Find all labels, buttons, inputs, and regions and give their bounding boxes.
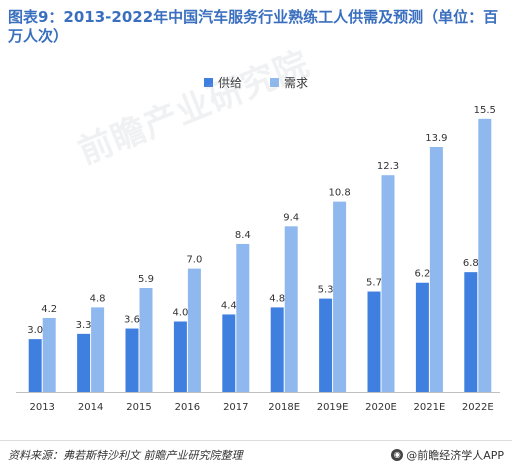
- x-tick-label-2020E: 2020E: [365, 402, 397, 413]
- bar-supply-2022E: [464, 272, 478, 392]
- data-label-demand-2022E: 15.5: [474, 105, 496, 116]
- data-label-supply-2017: 4.4: [221, 300, 237, 311]
- legend-label-supply: 供给: [217, 76, 242, 90]
- bar-demand-2013: [42, 317, 56, 392]
- bar-supply-2021E: [415, 282, 429, 392]
- bar-supply-2013: [28, 339, 42, 392]
- x-tick-label-2019E: 2019E: [317, 402, 349, 413]
- bar-demand-2021E: [429, 147, 443, 392]
- bar-supply-2017: [222, 314, 236, 392]
- data-label-supply-2020E: 5.7: [366, 278, 382, 289]
- source-note: 资料来源：弗若斯特沙利文 前瞻产业研究院整理: [8, 449, 243, 462]
- data-label-supply-2016: 4.0: [172, 308, 188, 319]
- data-label-demand-2015: 5.9: [138, 274, 154, 285]
- legend-label-demand: 需求: [284, 76, 309, 90]
- x-tick-label-2022E: 2022E: [462, 402, 494, 413]
- bar-demand-2022E: [478, 118, 492, 392]
- chart-title: 图表9：2013-2022年中国汽车服务行业熟练工人供需及预测（单位：百万人次）: [8, 8, 499, 45]
- bar-supply-2014: [77, 333, 91, 392]
- data-label-supply-2015: 3.6: [124, 315, 140, 326]
- bar-supply-2018E: [270, 307, 284, 392]
- legend-item-demand[interactable]: 需求: [270, 74, 308, 91]
- x-tick-label-2016: 2016: [175, 402, 200, 413]
- data-label-demand-2021E: 13.9: [425, 133, 447, 144]
- footer: 资料来源：弗若斯特沙利文 前瞻产业研究院整理 ◉ @前瞻经济学人APP: [0, 440, 512, 468]
- data-label-demand-2013: 4.2: [41, 304, 57, 315]
- data-label-supply-2018E: 4.8: [269, 293, 285, 304]
- bar-demand-2019E: [333, 201, 347, 392]
- bar-demand-2015: [139, 288, 153, 392]
- legend: 供给 需求: [0, 74, 512, 91]
- data-label-demand-2016: 7.0: [186, 255, 202, 266]
- x-tick-label-2018E: 2018E: [268, 402, 300, 413]
- brand-logo-icon: ◉: [391, 449, 404, 461]
- brand-credit[interactable]: ◉ @前瞻经济学人APP: [391, 447, 504, 463]
- data-label-supply-2022E: 6.8: [463, 258, 479, 269]
- bar-demand-2014: [91, 307, 105, 392]
- data-label-demand-2014: 4.8: [90, 293, 106, 304]
- bar-demand-2016: [187, 268, 201, 392]
- bar-demand-2018E: [284, 226, 298, 392]
- data-label-demand-2020E: 12.3: [377, 161, 399, 172]
- x-tick-label-2017: 2017: [223, 402, 248, 413]
- bar-chart: 3.0 4.2 2013 3.3 4.8 2014 3.6 5.9 2015 4.0 7.0 2016…: [16, 105, 500, 413]
- data-label-supply-2021E: 6.2: [414, 269, 430, 280]
- bar-supply-2019E: [319, 298, 333, 392]
- data-label-supply-2013: 3.0: [27, 325, 43, 336]
- data-label-demand-2018E: 9.4: [283, 212, 299, 223]
- bar-supply-2020E: [367, 291, 381, 392]
- brand-label: @前瞻经济学人APP: [406, 449, 504, 462]
- x-tick-label-2021E: 2021E: [414, 402, 446, 413]
- data-label-supply-2019E: 5.3: [318, 285, 334, 296]
- x-tick-label-2014: 2014: [78, 402, 103, 413]
- bar-supply-2015: [125, 328, 139, 392]
- data-label-demand-2017: 8.4: [235, 230, 251, 241]
- x-tick-label-2015: 2015: [126, 402, 151, 413]
- x-tick-label-2013: 2013: [29, 402, 54, 413]
- legend-item-supply[interactable]: 供给: [203, 74, 242, 91]
- data-label-supply-2014: 3.3: [76, 320, 92, 331]
- bar-demand-2020E: [381, 175, 395, 392]
- legend-swatch-demand: [270, 78, 279, 87]
- bar-demand-2017: [236, 243, 250, 392]
- legend-swatch-supply: [203, 78, 213, 87]
- bar-supply-2016: [173, 321, 187, 392]
- data-label-demand-2019E: 10.8: [328, 188, 350, 199]
